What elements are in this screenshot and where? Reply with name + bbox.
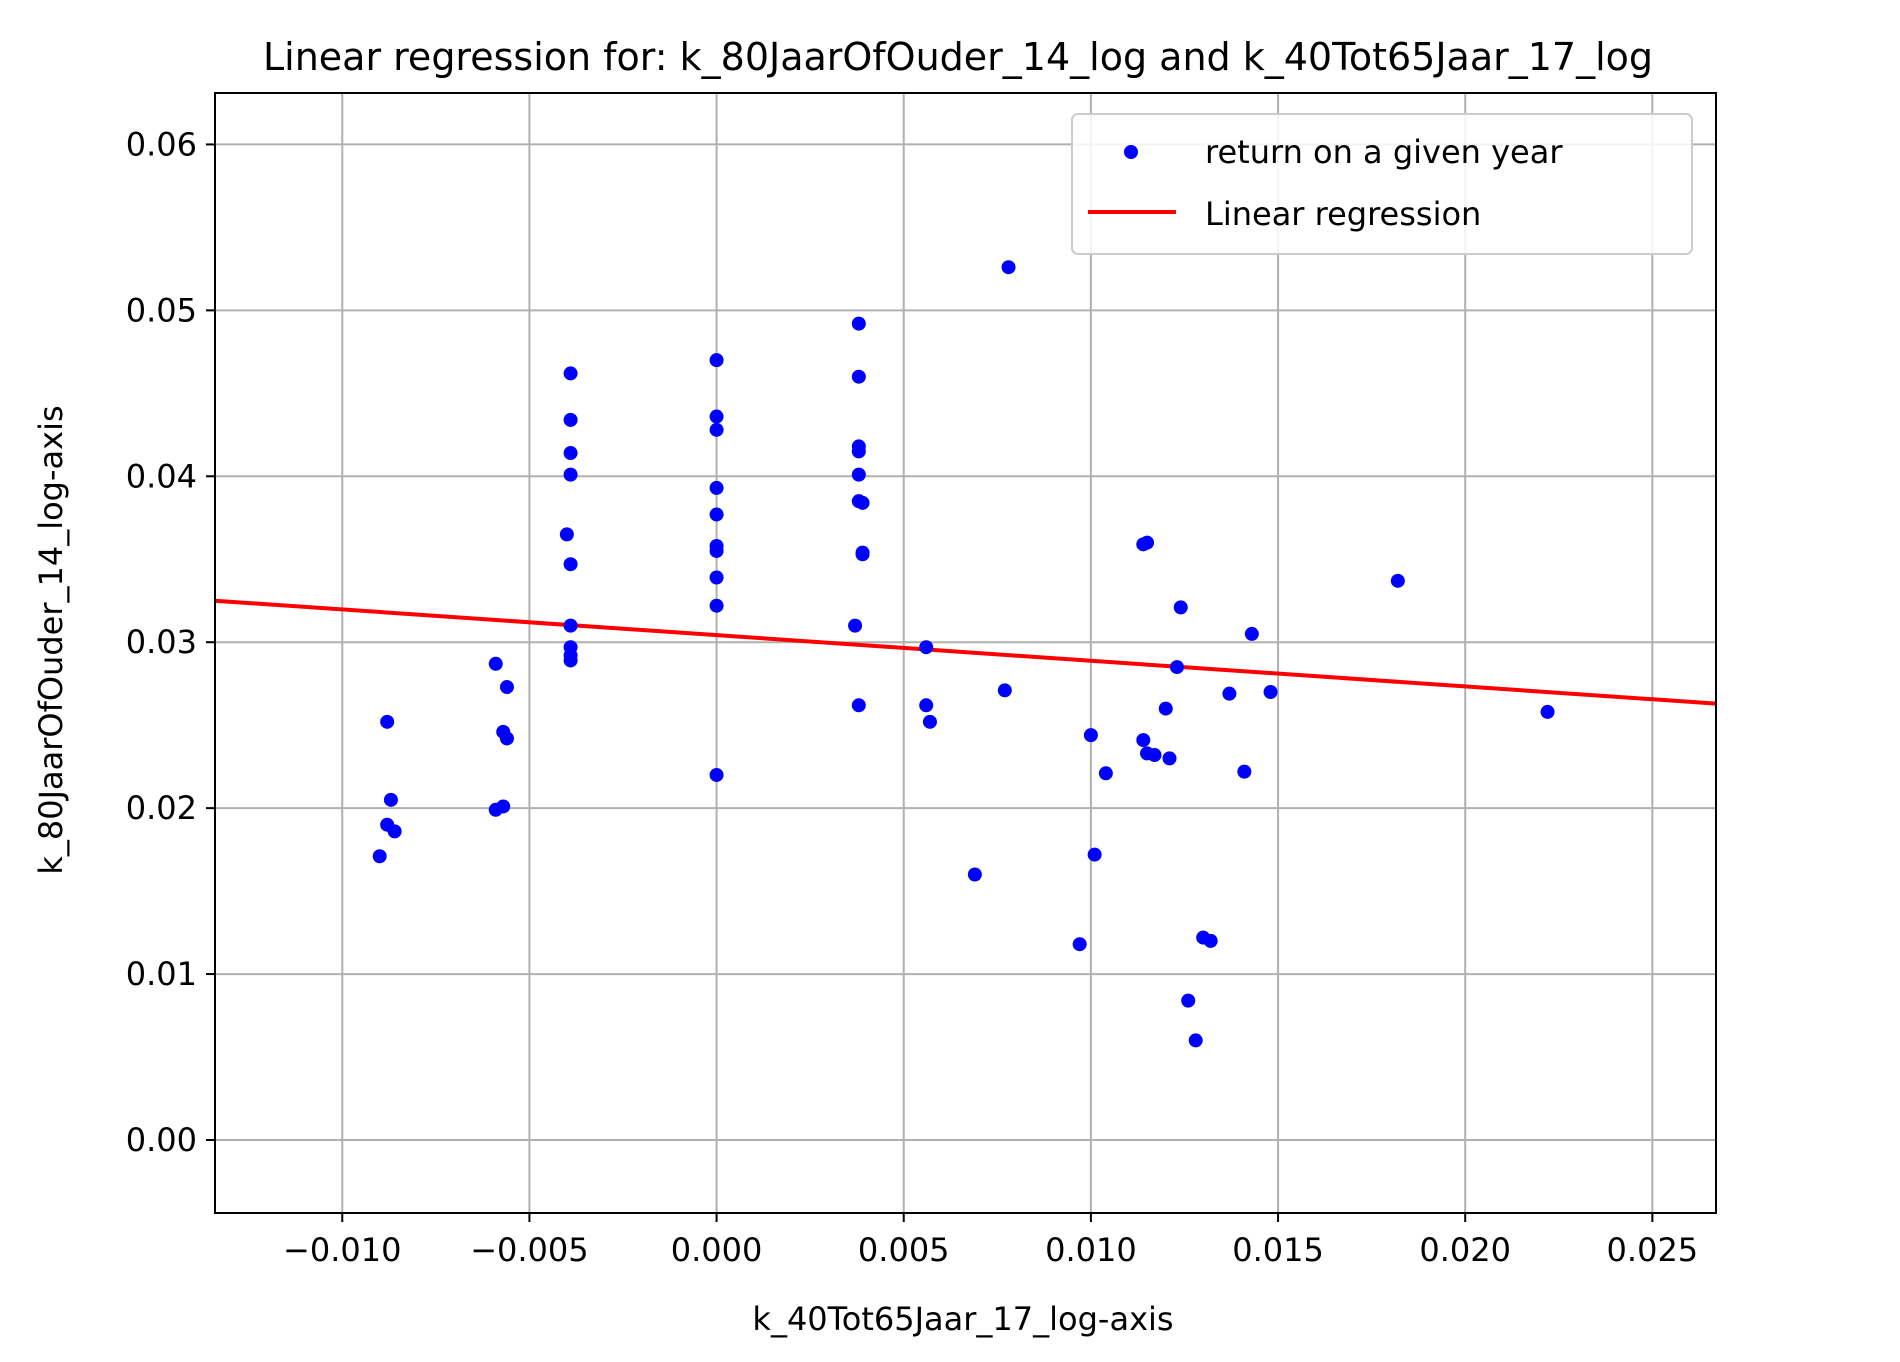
regression-line <box>214 598 1717 706</box>
scatter-point <box>855 495 870 510</box>
scatter-point <box>848 618 863 633</box>
scatter-point <box>851 369 866 384</box>
scatter-point <box>1087 847 1102 862</box>
scatter-point <box>855 547 870 562</box>
scatter-point <box>380 714 395 729</box>
scatter-point <box>709 767 724 782</box>
scatter-point <box>499 680 514 695</box>
scatter-point <box>919 698 934 713</box>
scatter-point <box>709 480 724 495</box>
scatter-point <box>1188 1033 1203 1048</box>
scatter-point <box>851 316 866 331</box>
scatter-point <box>1390 573 1405 588</box>
scatter-point <box>919 640 934 655</box>
scatter-point <box>709 353 724 368</box>
x-tick-label: 0.005 <box>858 1231 950 1269</box>
chart-title: Linear regression for: k_80JaarOfOuder_1… <box>263 35 1653 79</box>
scatter-point <box>563 366 578 381</box>
scatter-point <box>372 849 387 864</box>
plot-frame <box>214 92 1717 1214</box>
scatter-point <box>563 653 578 668</box>
legend-label-line: Linear regression <box>1205 195 1481 233</box>
scatter-point <box>1203 933 1218 948</box>
scatter-point <box>387 824 402 839</box>
axis-ticks: −0.010 −0.005 0.000 0.005 0.010 0.015 0.020 0.0… <box>126 125 1698 1269</box>
scatter-point <box>563 618 578 633</box>
scatter-point <box>709 507 724 522</box>
y-tick-label: 0.00 <box>126 1121 197 1159</box>
x-tick-label: 0.025 <box>1607 1231 1699 1269</box>
legend-label-scatter: return on a given year <box>1205 133 1563 171</box>
legend-box <box>1071 113 1693 255</box>
scatter-point <box>1072 937 1087 952</box>
scatter-point <box>1158 701 1173 716</box>
scatter-point <box>709 598 724 613</box>
scatter-point <box>851 444 866 459</box>
scatter-point <box>563 412 578 427</box>
y-tick-label: 0.06 <box>126 125 197 163</box>
scatter-point <box>851 698 866 713</box>
scatter-point <box>496 799 511 814</box>
y-tick-label: 0.04 <box>126 457 197 495</box>
scatter-point <box>1140 535 1155 550</box>
y-tick-label: 0.05 <box>126 291 197 329</box>
y-tick-label: 0.03 <box>126 623 197 661</box>
scatter-point <box>1083 728 1098 743</box>
scatter-point <box>709 570 724 585</box>
scatter-point <box>1244 626 1259 641</box>
scatter-point <box>1540 704 1555 719</box>
scatter-point <box>383 792 398 807</box>
grid <box>215 93 1716 1213</box>
scatter-point <box>563 557 578 572</box>
scatter-point <box>1181 993 1196 1008</box>
scatter-point <box>997 683 1012 698</box>
scatter-point <box>499 731 514 746</box>
legend-marker-scatter <box>1124 145 1138 159</box>
x-tick-label: 0.015 <box>1232 1231 1324 1269</box>
scatter-point <box>563 446 578 461</box>
x-tick-label: 0.010 <box>1045 1231 1137 1269</box>
scatter-point <box>1147 748 1162 763</box>
x-tick-label: −0.005 <box>470 1231 588 1269</box>
scatter-point <box>922 714 937 729</box>
x-axis-label: k_40Tot65Jaar_17_log-axis <box>752 1300 1173 1338</box>
y-tick-label: 0.01 <box>126 955 197 993</box>
scatter-point <box>1263 684 1278 699</box>
scatter-point <box>1162 751 1177 766</box>
scatter-point <box>1001 260 1016 275</box>
scatter-point <box>1098 766 1113 781</box>
scatter-point <box>709 422 724 437</box>
legend: return on a given year Linear regression <box>1071 113 1693 255</box>
y-tick-label: 0.02 <box>126 789 197 827</box>
scatter-point <box>488 656 503 671</box>
scatter-point <box>563 467 578 482</box>
y-axis-label: k_80JaarOfOuder_14_log-axis <box>32 405 70 874</box>
x-tick-label: −0.010 <box>283 1231 401 1269</box>
scatter-point <box>1169 660 1184 675</box>
scatter-point <box>709 543 724 558</box>
plot-data <box>214 260 1717 1048</box>
scatter-point <box>851 467 866 482</box>
scatter-point <box>709 409 724 424</box>
scatter-point <box>1237 764 1252 779</box>
scatter-point <box>967 867 982 882</box>
scatter-point <box>1173 600 1188 615</box>
scatter-point <box>1136 733 1151 748</box>
x-tick-label: 0.020 <box>1419 1231 1511 1269</box>
x-tick-label: 0.000 <box>671 1231 763 1269</box>
scatter-point <box>1222 686 1237 701</box>
scatter-point <box>559 527 574 542</box>
